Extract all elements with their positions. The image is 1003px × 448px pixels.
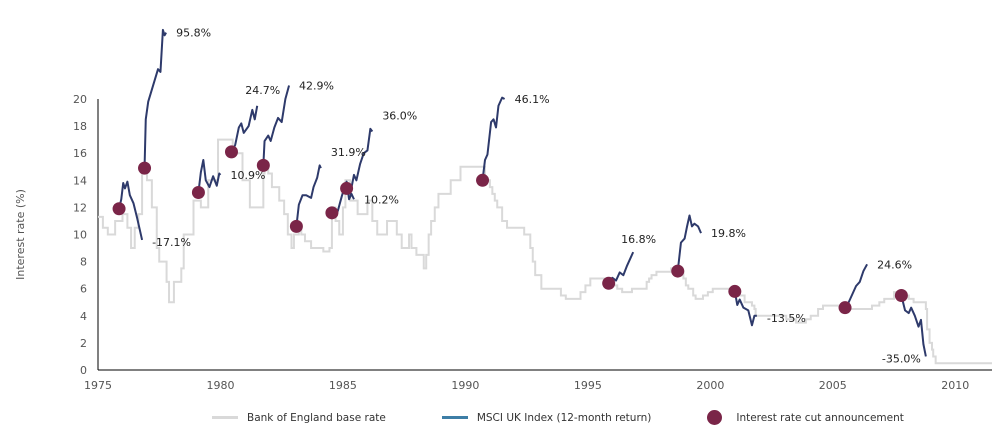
y-tick-label: 16 xyxy=(73,147,87,160)
return-label: -13.5% xyxy=(767,312,806,325)
y-tick-label: 2 xyxy=(80,337,87,350)
msci-return-line xyxy=(676,214,702,272)
msci-return-line xyxy=(607,251,635,284)
rate-cut-marker xyxy=(476,173,490,187)
x-tick-label: 2005 xyxy=(819,379,847,392)
return-label: -35.0% xyxy=(882,352,921,365)
x-tick-label: 1980 xyxy=(206,379,234,392)
y-tick-label: 4 xyxy=(80,310,87,323)
return-label: 19.8% xyxy=(711,227,746,240)
return-label: 95.8% xyxy=(176,27,211,40)
x-tick-label: 1995 xyxy=(574,379,602,392)
x-tick-label: 1975 xyxy=(84,379,112,392)
return-label: -17.1% xyxy=(152,236,191,249)
legend-swatch-base-rate xyxy=(212,416,238,419)
y-tick-label: 14 xyxy=(73,174,87,187)
msci-return-line xyxy=(197,158,222,193)
rate-cut-marker xyxy=(894,288,908,302)
y-tick-label: 8 xyxy=(80,256,87,269)
return-label: 24.6% xyxy=(877,258,912,271)
x-tick-label: 2000 xyxy=(696,379,724,392)
y-tick-label: 6 xyxy=(80,283,87,296)
rate-cut-marker xyxy=(191,185,205,199)
legend-item-base-rate: Bank of England base rate xyxy=(212,412,386,424)
x-tick-label: 1990 xyxy=(451,379,479,392)
legend-swatch-cut xyxy=(707,410,723,425)
y-tick-label: 18 xyxy=(73,120,87,133)
y-tick-label: 0 xyxy=(80,364,87,377)
msci-return-line xyxy=(262,85,291,166)
rate-cut-marker xyxy=(838,301,852,315)
msci-return-line xyxy=(118,180,144,241)
msci-return-line xyxy=(900,295,927,357)
legend: Bank of England base rate MSCI UK Index … xyxy=(212,410,960,425)
return-label: 42.9% xyxy=(299,79,334,92)
msci-return-line xyxy=(143,28,167,169)
y-axis-title: Interest rate (%) xyxy=(14,189,27,280)
return-label: 16.8% xyxy=(621,233,656,246)
legend-label: Bank of England base rate xyxy=(247,411,386,424)
msci-return-line xyxy=(733,291,757,327)
return-label: 24.7% xyxy=(245,84,280,97)
rate-cut-marker xyxy=(602,276,616,290)
return-label: 46.1% xyxy=(515,93,550,106)
return-label: 10.9% xyxy=(230,169,265,182)
rate-cut-marker xyxy=(325,206,339,220)
legend-label: Interest rate cut announcement xyxy=(736,411,904,424)
x-tick-label: 2010 xyxy=(941,379,969,392)
rate-cut-marker xyxy=(289,219,303,233)
rate-cut-marker xyxy=(671,264,685,278)
msci-return-line xyxy=(844,263,868,309)
return-label: 10.2% xyxy=(364,193,399,206)
legend-label: MSCI UK Index (12-month return) xyxy=(476,411,652,424)
msci-return-line xyxy=(481,96,506,181)
return-label: 36.0% xyxy=(382,110,417,123)
y-tick-label: 10 xyxy=(73,229,87,242)
legend-swatch-msci xyxy=(441,416,468,419)
rate-cut-marker xyxy=(728,284,742,298)
base-rate-line xyxy=(98,138,992,365)
y-tick-label: 20 xyxy=(73,93,87,106)
return-label: 31.9% xyxy=(331,146,366,159)
x-tick-label: 1985 xyxy=(329,379,357,392)
rate-cut-marker xyxy=(138,161,152,175)
legend-item-msci: MSCI UK Index (12-month return) xyxy=(441,411,652,424)
rate-cut-marker xyxy=(224,145,238,159)
y-tick-label: 12 xyxy=(73,201,87,214)
rate-cut-marker xyxy=(340,181,354,195)
rate-cut-marker xyxy=(256,158,270,172)
rate-cut-marker xyxy=(112,202,126,216)
msci-return-line xyxy=(295,164,322,227)
legend-item-cut: Interest rate cut announcement xyxy=(707,410,904,425)
msci-return-line xyxy=(230,105,259,153)
